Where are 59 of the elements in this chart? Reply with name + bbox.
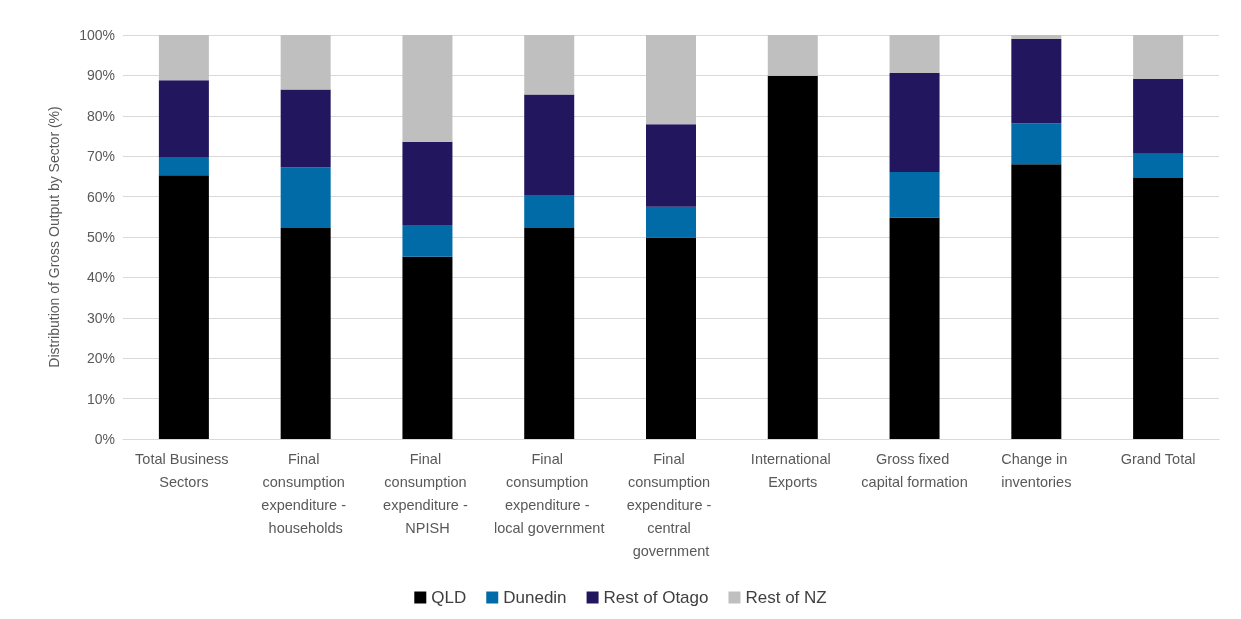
bar — [524, 35, 575, 95]
bar — [158, 157, 209, 176]
bar — [767, 75, 818, 439]
x-tick-label: Total Business Sectors — [135, 450, 233, 490]
y-tick-label: 80% — [86, 107, 115, 124]
y-tick-label: 70% — [86, 148, 115, 165]
bar — [280, 228, 331, 439]
x-tick-label: Gross fixed capital formation — [861, 450, 968, 490]
bar — [524, 194, 575, 229]
bar — [1133, 79, 1184, 154]
y-tick-label: 30% — [86, 309, 115, 326]
bar — [646, 237, 696, 439]
legend-label: QLD — [431, 588, 467, 607]
x-tick-label: Grand Total — [1120, 450, 1196, 467]
bar — [1133, 153, 1184, 179]
bar — [402, 224, 453, 257]
legend-label: Rest of Otago — [603, 588, 709, 607]
y-tick-label: 60% — [86, 188, 115, 205]
y-tick-label: 10% — [86, 390, 115, 407]
y-tick-label: 0% — [94, 431, 115, 447]
bar — [524, 228, 575, 439]
bar — [402, 35, 453, 142]
y-tick-label: 100% — [79, 27, 115, 43]
bar — [402, 141, 453, 225]
bar — [402, 256, 453, 439]
bar — [646, 35, 696, 125]
bar — [1011, 164, 1062, 439]
bar — [1011, 123, 1062, 165]
bar — [646, 124, 696, 207]
bar — [889, 171, 940, 218]
x-tick-label: Final consumption expenditure - households — [261, 450, 350, 536]
legend-label: Dunedin — [503, 588, 567, 607]
x-tick-label: Change in inventories — [1001, 450, 1072, 490]
bar — [889, 217, 940, 439]
y-tick-label: 40% — [86, 269, 115, 286]
y-tick-label: 90% — [86, 67, 115, 84]
bar — [767, 35, 818, 76]
bar — [889, 72, 940, 172]
x-tick-label: International Exports — [750, 450, 835, 490]
bar — [280, 89, 331, 168]
bar — [158, 35, 209, 81]
bar — [1133, 35, 1184, 80]
bar — [889, 35, 940, 73]
x-tick-label: Final consumption expenditure - NPISH — [383, 450, 472, 536]
bar — [1133, 178, 1184, 439]
bar — [280, 167, 331, 229]
bar — [1011, 39, 1062, 124]
y-tick-label: 50% — [86, 229, 115, 245]
legend-label: Rest of NZ — [745, 588, 827, 607]
y-axis-title: Distribution of Gross Output by Sector (%) — [46, 106, 62, 368]
y-tick-label: 20% — [86, 350, 115, 367]
bar — [158, 80, 209, 158]
bar — [158, 175, 209, 439]
bar — [280, 35, 331, 90]
bar — [1011, 35, 1062, 40]
x-tick-label: Final consumption expenditure - local government — [494, 450, 605, 536]
x-tick-label: Final consumption expenditure - central government — [626, 450, 716, 559]
bar — [646, 206, 696, 238]
bar — [524, 94, 575, 195]
